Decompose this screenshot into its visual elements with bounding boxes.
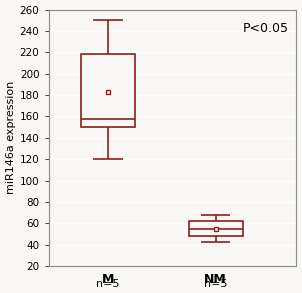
Text: n=5: n=5 [96, 279, 120, 289]
Text: M: M [101, 272, 114, 286]
Bar [81, 54, 135, 127]
Text: n=5: n=5 [204, 279, 227, 289]
Text: NM: NM [204, 272, 227, 286]
Text: P<0.05: P<0.05 [243, 22, 289, 35]
Y-axis label: miR146a expression: miR146a expression [5, 81, 16, 195]
Bar [189, 221, 243, 236]
